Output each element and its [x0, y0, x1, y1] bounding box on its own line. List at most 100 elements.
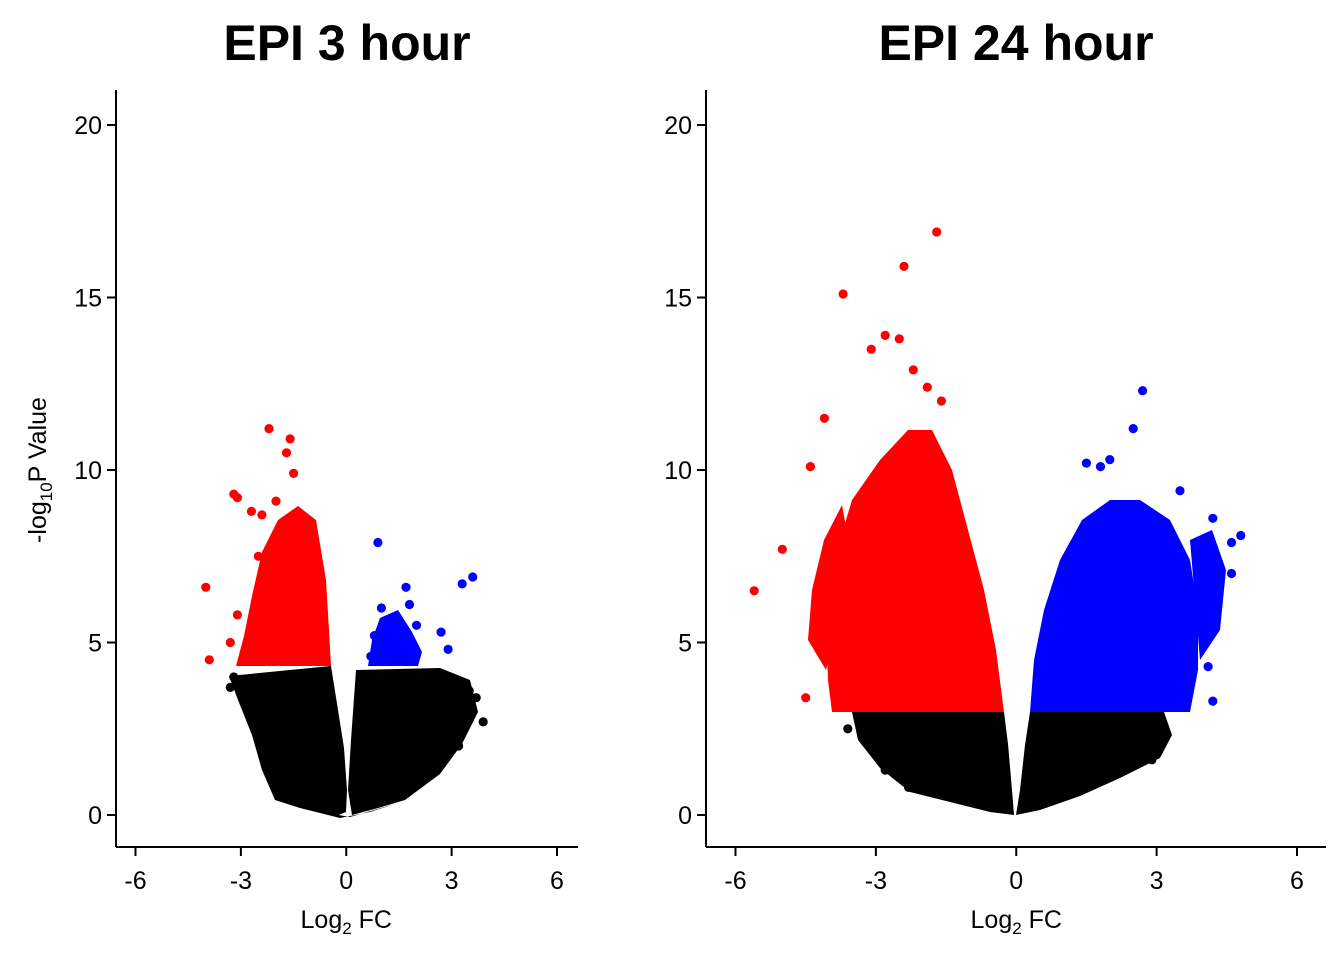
- panel2-point-not-significant-2: [904, 782, 914, 793]
- panel-title: EPI 24 hour: [878, 15, 1153, 71]
- y-axis-label: -log10P Value: [24, 397, 56, 543]
- x-tick-label: 0: [1009, 867, 1023, 895]
- panel1-point-down-2: [281, 448, 292, 458]
- x-tick-label: 6: [1290, 867, 1304, 895]
- y-tick-label: 20: [74, 112, 102, 140]
- y-tick-label: 0: [678, 802, 692, 830]
- panel1-point-up-4: [404, 599, 415, 610]
- panel1-ns-cloud-left: [229, 666, 347, 816]
- panel2-point-up-1: [1128, 424, 1138, 434]
- x-tick-label: 3: [1150, 867, 1164, 895]
- panel2-point-down-5: [866, 344, 876, 354]
- panel2-point-down-3: [880, 330, 890, 340]
- y-tick-label: 10: [664, 457, 692, 485]
- panel1-point-up-8: [468, 572, 478, 582]
- x-tick-label: 3: [445, 867, 459, 895]
- panel1-point-down-0: [264, 424, 274, 434]
- panel1-point-down-5: [246, 506, 256, 516]
- panel2-point-not-significant-4: [1156, 737, 1166, 748]
- panel1-point-down-15: [267, 541, 278, 551]
- panel1-point-not-significant-5: [225, 682, 235, 693]
- panel1-point-up-11: [380, 617, 390, 627]
- y-tick-label: 0: [88, 802, 102, 830]
- panel2-point-down-7: [749, 586, 759, 596]
- panel1-point-not-significant-1: [471, 693, 481, 703]
- panel2-point-down-10: [819, 413, 830, 423]
- x-tick-label: -6: [124, 867, 146, 895]
- panel2-point-up-2: [1105, 455, 1115, 465]
- panel1-point-down-12: [232, 610, 242, 620]
- panel2-point-down-1: [899, 261, 909, 271]
- panel1-point-up-3: [401, 582, 411, 592]
- panel1-point-down-4: [232, 493, 242, 503]
- panel2-point-down-12: [922, 382, 932, 392]
- panel2-point-not-significant-3: [1147, 755, 1157, 765]
- panel1-point-up-13: [397, 634, 407, 644]
- y-tick-label: 5: [88, 630, 102, 658]
- panel2-point-up-13: [1152, 641, 1162, 651]
- panel1-point-up-14: [366, 651, 376, 661]
- panel2-point-down-11: [908, 365, 918, 375]
- panel2-point-not-significant-0: [843, 724, 853, 734]
- panel2-point-up-4: [1095, 462, 1106, 472]
- panel1-point-down-8: [289, 468, 299, 478]
- panel2-point-up-10: [1198, 586, 1208, 596]
- panel2-point-up-5: [1175, 486, 1185, 496]
- panel2-axes: -6 -3 0 3 6 0 5 10 15 20 EPI 24 hour Log2 FC: [664, 15, 1326, 938]
- panel2-down-cloud: [808, 430, 1004, 712]
- panel1-point-down-7: [271, 496, 281, 506]
- panel1-point-not-significant-4: [229, 672, 239, 682]
- panel1-point-not-significant-2: [464, 686, 474, 696]
- x-tick-label: 6: [550, 867, 564, 895]
- panel1-point-down-10: [201, 582, 211, 592]
- panel2-point-up-6: [1208, 513, 1218, 523]
- panel2-point-up-9: [1226, 568, 1237, 579]
- panel2-down-cloud-shape: [826, 430, 1004, 712]
- panel2-point-up-11: [1194, 624, 1204, 634]
- panel2-ns-cloud-left: [852, 712, 1014, 815]
- y-tick-label: 15: [664, 285, 692, 313]
- panel2-point-down-4: [894, 334, 904, 344]
- panel2-point-up-0: [1138, 386, 1148, 396]
- x-axis-label: Log2 FC: [301, 906, 392, 938]
- panel1-ns-cloud: [229, 666, 478, 818]
- y-tick-label: 5: [678, 630, 692, 658]
- panel1-down-cloud-shape: [236, 506, 331, 666]
- panel2-point-up-8: [1236, 530, 1246, 541]
- panel1-point-down-11: [204, 655, 214, 665]
- panel1-down-cloud: [236, 506, 331, 666]
- panel2-ns-cloud: [852, 712, 1172, 815]
- panel1-point-up-1: [376, 603, 386, 613]
- panel1-point-down-1: [285, 434, 295, 444]
- panel2-point-down-2: [838, 289, 848, 299]
- panel-title: EPI 3 hour: [223, 15, 470, 71]
- panel2-ns-cloud-right: [1016, 712, 1172, 815]
- panel2-point-up-14: [1208, 696, 1218, 706]
- panel1-point-down-13: [225, 637, 235, 648]
- panel1-points: [201, 424, 488, 751]
- y-tick-label: 15: [74, 285, 102, 313]
- x-tick-label: -3: [230, 867, 252, 895]
- panel2-point-down-13: [936, 396, 947, 406]
- panel1-point-not-significant-3: [454, 741, 464, 751]
- panel1-point-up-10: [369, 631, 379, 641]
- panel1-point-up-12: [390, 641, 400, 651]
- panel1-point-up-9: [443, 644, 453, 655]
- panel1-point-down-6: [257, 510, 267, 520]
- panel2-point-down-8: [801, 693, 811, 703]
- panel2-point-up-7: [1226, 537, 1237, 548]
- panel1-point-down-17: [296, 596, 306, 606]
- panel1-point-up-6: [436, 627, 446, 637]
- panel1-point-down-19: [306, 644, 316, 655]
- x-tick-label: -3: [865, 867, 887, 895]
- panel2-point-up-12: [1203, 662, 1213, 672]
- panel2-point-not-significant-1: [880, 765, 890, 775]
- panel1-point-down-16: [274, 572, 285, 582]
- panel2-down-cloud-fringe: [808, 505, 852, 670]
- panel1-point-down-9: [278, 520, 288, 530]
- x-tick-label: 0: [339, 867, 353, 895]
- panel2-point-down-6: [777, 544, 787, 554]
- panel1-point-up-2: [387, 620, 397, 630]
- panel2-up-cloud: [1030, 500, 1226, 712]
